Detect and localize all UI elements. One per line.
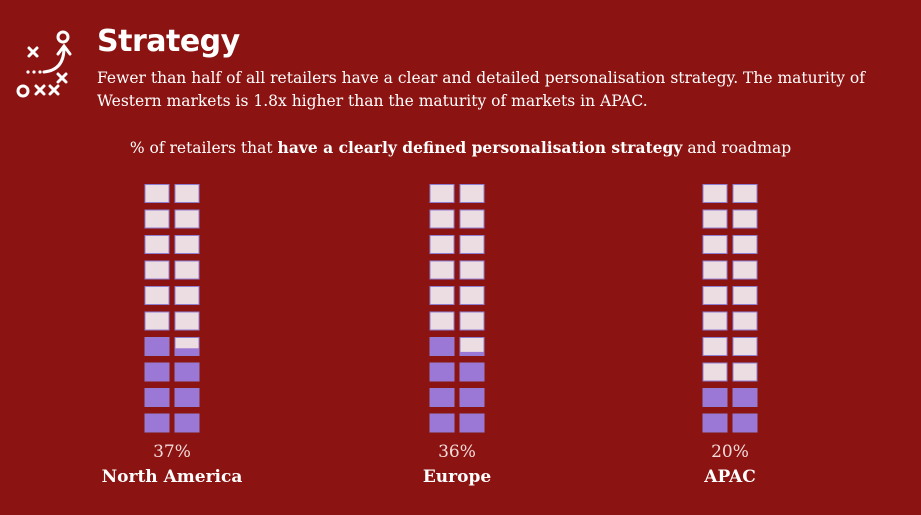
waffle-cell-fill (175, 414, 199, 432)
waffle-cell-fill (460, 388, 484, 407)
value-label: 20% (711, 442, 749, 462)
category-label: North America (101, 467, 243, 487)
category-label: APAC (704, 467, 756, 487)
waffle-cell (174, 337, 200, 356)
waffle-cell (144, 235, 170, 254)
waffle-cell (174, 184, 200, 203)
waffle-cell-fill (703, 414, 727, 432)
waffle-cell (732, 260, 758, 280)
waffle-cell (459, 209, 485, 229)
waffle-cell (702, 362, 728, 382)
waffle-cell (174, 311, 200, 331)
waffle-cell-fill (175, 388, 199, 407)
waffle-cell (144, 311, 170, 331)
waffle-cell (174, 362, 200, 382)
waffle-cell (459, 286, 485, 305)
waffle-cell (459, 260, 485, 280)
waffle-cell (144, 286, 170, 305)
waffle-cell (732, 388, 758, 407)
waffle-cell-fill (430, 414, 454, 432)
waffle-cell (732, 311, 758, 331)
page-title: Strategy (97, 24, 240, 59)
chart-caption: % of retailers that have a clearly defin… (0, 138, 921, 157)
waffle-cell-fill (430, 388, 454, 407)
waffle-cell (429, 184, 455, 203)
page-description: Fewer than half of all retailers have a … (97, 69, 865, 110)
waffle-cell-fill (460, 363, 484, 381)
waffle-cell-fill (145, 337, 169, 356)
waffle-cell (144, 337, 170, 356)
waffle-cell (702, 184, 728, 203)
waffle-cell (144, 362, 170, 382)
waffle-cell-fill (460, 414, 484, 432)
waffle-cell (174, 388, 200, 407)
waffle-cell (174, 209, 200, 229)
waffle-cell-fill (703, 388, 727, 407)
caption-suffix: and roadmap (682, 139, 792, 157)
value-label: 37% (153, 442, 191, 462)
waffle-cell (732, 235, 758, 254)
waffle-cell (144, 260, 170, 280)
waffle-cell (732, 209, 758, 229)
waffle-cell (732, 337, 758, 356)
waffle-cell (702, 209, 728, 229)
waffle-cell (429, 286, 455, 305)
waffle-cell (174, 286, 200, 305)
waffle-cell-fill (460, 351, 484, 356)
waffle-cell (459, 235, 485, 254)
waffle-cell-fill (145, 388, 169, 407)
waffle-cell (702, 235, 728, 254)
waffle-cell-fill (733, 388, 757, 407)
waffle-cell (702, 286, 728, 305)
waffle-cell (429, 209, 455, 229)
caption-bold: have a clearly defined personalisation s… (277, 138, 683, 157)
waffle-cell (459, 388, 485, 407)
waffle-cell (429, 311, 455, 331)
waffle-cell-fill (733, 414, 757, 432)
waffle-cell (459, 337, 485, 356)
value-label: 36% (438, 442, 476, 462)
waffle-cell-fill (145, 414, 169, 432)
waffle-cell (459, 311, 485, 331)
waffle-cell-fill (430, 337, 454, 356)
strategy-playbook-icon (16, 30, 72, 98)
waffle-cell-fill (175, 363, 199, 381)
waffle-cell (429, 260, 455, 280)
waffle-cell (702, 388, 728, 407)
waffle-cell (702, 311, 728, 331)
waffle-cell (144, 413, 170, 433)
waffle-cell (732, 413, 758, 433)
waffle-cell (144, 184, 170, 203)
waffle-cell (702, 260, 728, 280)
waffle-cell (429, 337, 455, 356)
waffle-cell (429, 362, 455, 382)
waffle-cell (144, 388, 170, 407)
waffle-cell (144, 209, 170, 229)
waffle-cell (702, 413, 728, 433)
waffle-cell (732, 362, 758, 382)
waffle-cell (429, 388, 455, 407)
waffle-cell-fill (145, 363, 169, 381)
waffle-cell (459, 362, 485, 382)
waffle-cell (459, 184, 485, 203)
waffle-cell (429, 413, 455, 433)
waffle-cell (429, 235, 455, 254)
waffle-cell (174, 260, 200, 280)
waffle-cell (459, 413, 485, 433)
waffle-cell-fill (175, 348, 199, 356)
waffle-cell (732, 184, 758, 203)
waffle-cell (732, 286, 758, 305)
waffle-cell (174, 235, 200, 254)
category-label: Europe (422, 467, 492, 487)
caption-prefix: % of retailers that (129, 139, 278, 157)
waffle-cell (702, 337, 728, 356)
waffle-cell (174, 413, 200, 433)
waffle-cell-fill (430, 363, 454, 381)
